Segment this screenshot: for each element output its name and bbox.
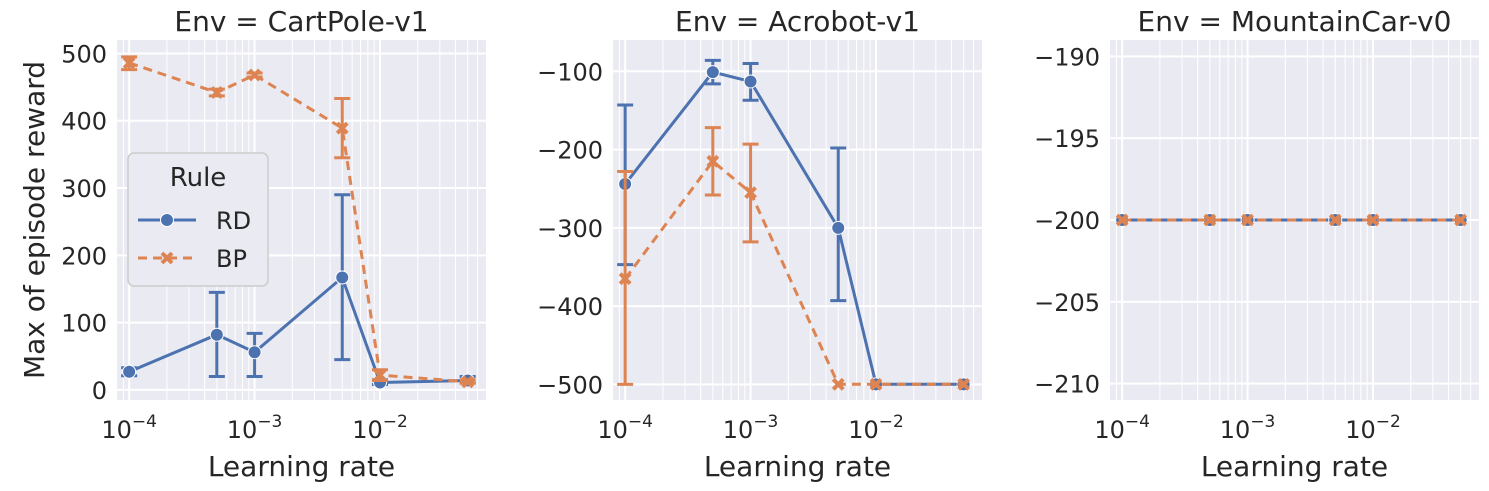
- series-line: [623, 159, 964, 386]
- legend-label: RD: [216, 207, 251, 235]
- y-tick-label: −400: [537, 293, 603, 321]
- x-tick-base: 10: [723, 416, 754, 444]
- x-tick-exponent: −4: [1125, 412, 1150, 432]
- data-point-marker: [122, 56, 136, 70]
- x-tick-label: 10−3: [227, 412, 283, 444]
- x-tick-base: 10: [1094, 416, 1125, 444]
- data-point-marker: [210, 86, 224, 99]
- legend-marker: [160, 251, 174, 265]
- x-tick-label: 10−2: [1345, 412, 1401, 444]
- data-point-marker: [744, 186, 757, 200]
- data-point-marker: [209, 327, 224, 342]
- y-tick-label: −190: [1034, 43, 1100, 71]
- data-point-marker: [706, 154, 720, 168]
- x-axis-title: Learning rate: [704, 450, 891, 483]
- x-tick-base: 10: [848, 416, 879, 444]
- data-point-marker: [461, 375, 475, 389]
- series-rd: [121, 193, 476, 390]
- data-point-marker: [335, 270, 350, 285]
- data-point-marker: [1203, 213, 1217, 227]
- x-tick-exponent: −3: [753, 412, 778, 432]
- data-point-marker: [122, 364, 137, 379]
- y-tick-label: −200: [1034, 207, 1100, 235]
- series-bp: [617, 126, 971, 391]
- data-point-marker: [1115, 213, 1129, 227]
- x-tick-exponent: −2: [879, 412, 904, 432]
- plot-area: [613, 40, 982, 400]
- data-point-marker: [831, 220, 846, 235]
- data-point-marker: [831, 377, 845, 391]
- y-tick-label: −500: [537, 371, 603, 399]
- y-axis-title: Max of episode reward: [18, 61, 51, 379]
- data-point-marker: [248, 68, 261, 82]
- data-point-marker: [335, 121, 349, 135]
- y-tick-label: 0: [92, 377, 107, 405]
- x-tick-exponent: −2: [1376, 412, 1401, 432]
- y-tick-label: −195: [1034, 125, 1100, 153]
- data-point-marker: [743, 74, 758, 89]
- series-line: [128, 274, 468, 385]
- y-tick-label: 500: [61, 40, 107, 68]
- legend-marker: [160, 213, 174, 227]
- data-point-marker: [1328, 213, 1342, 227]
- series-bp: [1115, 213, 1468, 227]
- x-tick-label: 10−4: [1094, 412, 1150, 444]
- x-tick-label: 10−2: [352, 412, 408, 444]
- y-tick-label: −200: [537, 137, 603, 165]
- y-tick-label: −100: [537, 58, 603, 86]
- legend-title: Rule: [170, 163, 227, 193]
- y-tick-label: 400: [61, 108, 107, 136]
- data-point-marker: [1241, 213, 1254, 227]
- y-tick-label: 200: [61, 242, 107, 270]
- legend: Rule RD BP: [127, 152, 269, 287]
- x-tick-base: 10: [1220, 416, 1251, 444]
- x-tick-label: 10−4: [597, 412, 653, 444]
- data-point-marker: [957, 377, 971, 391]
- series-bp: [121, 55, 476, 389]
- panel-title: Env = Acrobot-v1: [675, 5, 920, 38]
- series-line: [128, 61, 468, 384]
- x-tick-exponent: −4: [132, 412, 157, 432]
- data-point-marker: [618, 272, 632, 286]
- y-tick-label: 100: [61, 310, 107, 338]
- legend-entry-bp: BP: [138, 245, 247, 273]
- x-tick-base: 10: [101, 416, 132, 444]
- x-tick-base: 10: [227, 416, 258, 444]
- legend-entry-rd: RD: [138, 207, 251, 235]
- x-tick-exponent: −2: [383, 412, 408, 432]
- y-tick-label: −210: [1034, 371, 1100, 399]
- y-tick-label: −205: [1034, 289, 1100, 317]
- x-axis-title: Learning rate: [1201, 450, 1388, 483]
- x-tick-exponent: −3: [1250, 412, 1275, 432]
- x-tick-label: 10−4: [101, 412, 157, 444]
- data-point-marker: [705, 65, 720, 80]
- x-tick-label: 10−3: [1220, 412, 1276, 444]
- x-tick-base: 10: [1345, 416, 1376, 444]
- data-point-marker: [1454, 213, 1468, 227]
- x-tick-label: 10−2: [848, 412, 904, 444]
- panel-title: Env = MountainCar-v0: [1138, 5, 1452, 38]
- data-point-marker: [373, 368, 387, 382]
- y-tick-label: 300: [61, 175, 107, 203]
- x-tick-base: 10: [597, 416, 628, 444]
- y-tick-label: −300: [537, 215, 603, 243]
- panel-title: Env = CartPole-v1: [174, 5, 428, 38]
- x-tick-label: 10−3: [723, 412, 779, 444]
- legend-label: BP: [216, 245, 247, 273]
- data-point-marker: [869, 377, 883, 391]
- data-point-marker: [1366, 213, 1380, 227]
- x-axis-title: Learning rate: [208, 450, 395, 483]
- x-tick-exponent: −4: [628, 412, 653, 432]
- x-tick-exponent: −3: [257, 412, 282, 432]
- data-point-marker: [247, 345, 262, 360]
- x-tick-base: 10: [352, 416, 383, 444]
